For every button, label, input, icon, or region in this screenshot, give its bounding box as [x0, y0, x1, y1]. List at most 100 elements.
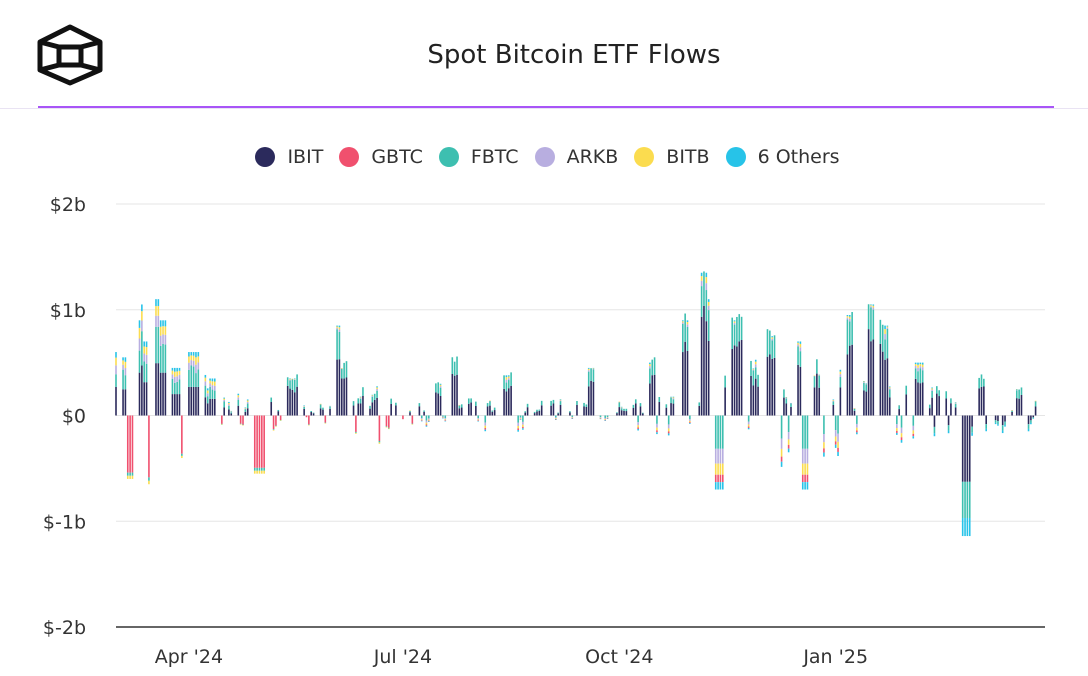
flow-bar-segment [917, 371, 919, 383]
flow-bar-segment [848, 321, 851, 346]
flow-bar-segment [221, 424, 223, 425]
flow-bar-segment [806, 482, 809, 490]
flow-bar-segment [340, 368, 343, 379]
flow-bar-segment [818, 375, 821, 388]
flow-bar-segment [931, 388, 933, 390]
flow-bar-segment [705, 321, 708, 416]
legend-item[interactable]: BITB [634, 146, 710, 168]
flow-bar-segment [848, 316, 851, 319]
flow-bar-segment [1032, 418, 1035, 419]
flow-bar-segment [420, 415, 423, 419]
flow-bar-segment [505, 391, 508, 416]
flow-bar-segment [846, 317, 849, 320]
flow-bar-segment [338, 327, 341, 330]
flow-bar-segment [308, 424, 310, 425]
flow-bar-segment [968, 415, 971, 482]
flow-bar-segment [670, 403, 672, 416]
flow-bar-segment [174, 394, 176, 416]
flow-bar-segment [637, 427, 639, 429]
flow-bar-segment [625, 408, 628, 412]
flow-bar-segment [296, 374, 298, 387]
flow-bar-segment [983, 386, 985, 416]
flow-bar-segment [856, 430, 858, 433]
flow-bar-segment [785, 398, 788, 404]
flow-bar-segment [754, 378, 757, 416]
flow-bar-segment [522, 421, 524, 425]
flow-bar-segment [865, 391, 868, 416]
flow-bar-segment [689, 422, 691, 423]
flow-bar-segment [507, 380, 510, 389]
flow-bar-segment [458, 404, 461, 406]
flow-bar-segment [308, 424, 310, 426]
flow-bar-segment [721, 448, 724, 464]
flow-bar-segment [818, 375, 821, 376]
flow-bar-segment [872, 309, 875, 340]
flow-bar-segment [606, 418, 609, 419]
flow-bar-segment [754, 361, 757, 365]
flow-bar-segment [856, 427, 858, 431]
flow-bar-segment [682, 352, 684, 416]
flow-bar-segment [587, 371, 590, 387]
flow-bar-segment [253, 470, 256, 474]
flow-bar-segment [757, 386, 759, 416]
flow-bar-segment [733, 322, 736, 325]
flow-bar-segment [938, 390, 940, 397]
legend-label: GBTC [371, 146, 423, 168]
flow-bar-segment [931, 389, 933, 391]
flow-bar-segment [736, 316, 738, 347]
flow-bar-segment [964, 517, 966, 537]
flow-bar-segment [752, 369, 755, 371]
flow-bar-segment [559, 400, 562, 402]
legend-item[interactable]: IBIT [255, 146, 323, 168]
flow-bar-segment [872, 305, 875, 308]
legend-item[interactable]: FBTC [438, 146, 519, 168]
flow-bar-segment [303, 406, 305, 407]
flow-bar-segment [470, 402, 472, 416]
flow-bar-segment [213, 390, 216, 399]
flow-bar-segment [717, 482, 719, 490]
flow-bar-segment [244, 408, 247, 410]
flow-bar-segment [470, 398, 472, 403]
flow-bar-segment [439, 383, 442, 385]
legend-item[interactable]: ARKB [534, 146, 618, 168]
flow-bar-segment [686, 326, 689, 351]
flow-bar-segment [752, 368, 755, 369]
flow-bar-segment [823, 415, 825, 435]
flow-bar-segment [961, 415, 964, 482]
flow-bar-segment [867, 304, 870, 330]
flow-bar-segment [555, 417, 557, 419]
flow-bar-segment [592, 368, 595, 370]
flow-bar-segment [246, 403, 249, 409]
flow-bar-segment [286, 377, 289, 386]
legend-item[interactable]: 6 Others [725, 146, 840, 168]
flow-bar-segment [637, 425, 639, 428]
flow-bar-segment [623, 410, 625, 416]
flow-bar-segment [689, 415, 691, 420]
flow-bar-segment [395, 402, 397, 406]
flow-bar-segment [980, 374, 983, 387]
flow-bar-segment [1004, 421, 1006, 425]
flow-bar-segment [228, 404, 230, 406]
flow-bar-segment [954, 403, 957, 404]
flow-bar-segment [155, 326, 157, 364]
flow-bar-segment [919, 364, 922, 367]
flow-bar-segment [155, 299, 157, 307]
legend-item[interactable]: GBTC [339, 146, 423, 168]
flow-bar-segment [837, 441, 839, 448]
flow-bar-segment [888, 387, 891, 389]
y-tick-label: $2b [50, 194, 86, 216]
flow-bar-segment [886, 358, 889, 416]
flow-bar-segment [505, 375, 508, 378]
flow-bar-segment [700, 316, 703, 416]
flow-bar-segment [797, 341, 799, 343]
flow-bar-segment [164, 326, 167, 335]
flow-bar-segment [138, 327, 141, 339]
flow-bar-segment [703, 271, 705, 306]
flow-bar-segment [505, 379, 508, 383]
flow-bar-segment [444, 420, 447, 422]
flow-bar-segment [733, 324, 736, 346]
flow-bar-segment [870, 304, 872, 306]
flow-bar-segment [395, 405, 397, 416]
flow-bar-segment [371, 395, 374, 396]
flow-bar-segment [599, 417, 602, 419]
